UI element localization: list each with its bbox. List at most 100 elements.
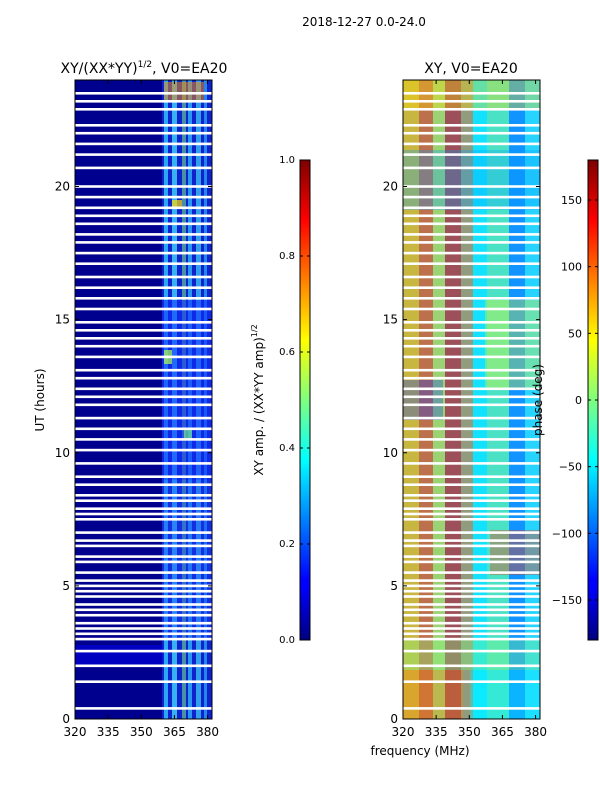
blank-row <box>403 185 540 188</box>
blank-row <box>75 560 212 564</box>
amp-ylabel: UT (hours) <box>33 368 47 431</box>
blank-row <box>403 329 540 332</box>
y-tick-label: 10 <box>55 446 70 460</box>
x-tick-label: 320 <box>392 725 415 739</box>
blank-row <box>403 275 540 279</box>
blank-row <box>403 153 540 156</box>
blank-row <box>75 337 212 340</box>
amp-colorbar-label: XY amp. / (XX*YY amp)1/2 <box>250 324 266 475</box>
phase-colorbar-gradient <box>588 160 598 640</box>
blank-row <box>403 494 540 497</box>
phase-band <box>473 80 487 719</box>
blank-row <box>75 499 212 502</box>
amp-hot-spot <box>172 200 182 208</box>
amp-colorbar: 0.0 0.2 0.4 0.6 0.8 1.0 XY amp. / (XX*YY amp)… <box>250 155 311 646</box>
blank-row <box>75 395 212 399</box>
blank-row <box>403 124 540 127</box>
amp-hot-top <box>164 82 204 100</box>
blank-row <box>403 297 540 300</box>
colorbar-tick-label: 150 <box>561 194 582 207</box>
blank-row <box>403 214 540 218</box>
blank-row <box>75 100 212 103</box>
blank-row <box>75 707 212 710</box>
blank-row <box>403 222 540 226</box>
y-tick-label: 0 <box>62 712 70 726</box>
colorbar-tick-label: 50 <box>568 327 582 340</box>
blank-row <box>403 241 540 244</box>
blank-row <box>75 376 212 380</box>
phase-region <box>403 670 463 719</box>
amp-panel: XY/(XX*YY)1/2, V0=EA20 320 335 350 365 380 0… <box>33 60 227 739</box>
blank-row <box>403 403 540 407</box>
blank-row <box>403 92 540 95</box>
blank-row <box>75 108 212 111</box>
blank-row <box>403 544 540 548</box>
blank-row <box>75 286 212 289</box>
blank-row <box>403 206 540 210</box>
blank-row <box>75 206 212 210</box>
blank-row <box>75 512 212 516</box>
blank-row <box>403 376 540 380</box>
x-tick-label: 350 <box>458 725 481 739</box>
blank-row <box>75 483 212 486</box>
colorbar-tick-label: 0.4 <box>279 443 295 454</box>
blank-row <box>75 637 212 641</box>
blank-row <box>403 131 540 135</box>
y-tick-label: 15 <box>55 313 70 327</box>
blank-row <box>403 637 540 641</box>
blank-row <box>403 613 540 617</box>
blank-row <box>75 621 212 625</box>
blank-row <box>75 355 212 359</box>
blank-row <box>403 649 540 653</box>
blank-row <box>403 512 540 516</box>
blank-row <box>75 344 212 348</box>
blank-row <box>75 544 212 548</box>
colorbar-tick-label: 0.2 <box>279 539 295 550</box>
blank-row <box>75 448 212 452</box>
blank-row <box>75 438 212 441</box>
blank-row <box>403 595 540 598</box>
blank-row <box>403 627 540 630</box>
blank-row <box>403 142 540 146</box>
blank-row <box>75 416 212 420</box>
blank-row <box>403 632 540 636</box>
blank-row <box>75 475 212 478</box>
blank-row <box>75 531 212 534</box>
blank-row <box>403 462 540 465</box>
blank-row <box>75 507 212 510</box>
phase-y-axis: 0 5 10 15 20 <box>383 180 540 726</box>
amp-colorbar-gradient <box>300 160 310 640</box>
phase-region <box>470 670 540 719</box>
blank-row <box>403 355 540 359</box>
blank-row <box>75 584 212 588</box>
blank-row <box>75 539 212 542</box>
amp-x-axis: 320 335 350 365 380 <box>64 80 219 739</box>
blank-row <box>403 321 540 324</box>
blank-row <box>75 579 212 582</box>
blank-row <box>403 387 540 391</box>
blank-row <box>75 297 212 300</box>
colorbar-tick-label: 0.6 <box>279 347 295 358</box>
y-tick-label: 20 <box>55 180 70 194</box>
colorbar-tick-label: −50 <box>559 461 582 474</box>
blank-row <box>75 462 212 465</box>
phase-region <box>403 150 540 210</box>
blank-row <box>75 329 212 332</box>
blank-row <box>403 555 540 558</box>
amp-colorbar-frame <box>299 159 311 641</box>
blank-row <box>75 262 212 265</box>
blank-row <box>75 222 212 226</box>
colorbar-tick-label: 100 <box>561 261 582 274</box>
blank-row <box>75 153 212 156</box>
blank-row <box>403 416 540 420</box>
blank-row <box>403 427 540 431</box>
amp-low-band <box>75 645 163 665</box>
blank-row <box>403 233 540 236</box>
amp-y-axis: 0 5 10 15 20 <box>55 180 212 726</box>
blank-row <box>75 241 212 244</box>
blank-row <box>75 595 212 598</box>
blank-row <box>75 613 212 617</box>
blank-row <box>75 307 212 311</box>
phase-panel: XY, V0=EA20 320 335 350 365 380 0 5 10 15 20 <box>383 61 547 739</box>
